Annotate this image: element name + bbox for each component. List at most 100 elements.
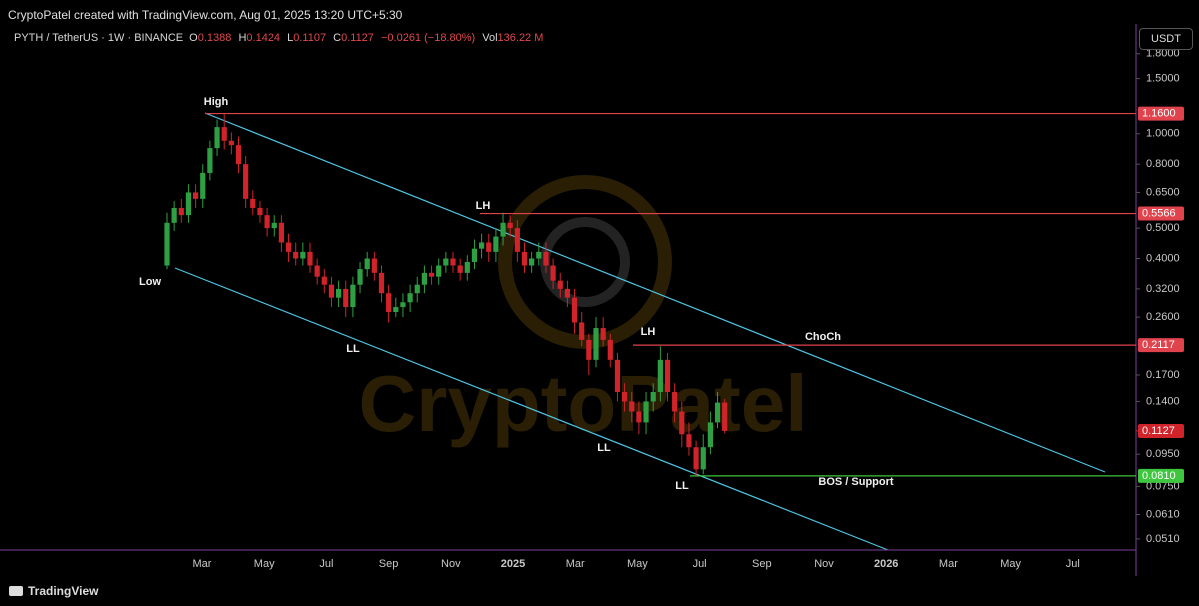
candle-body [371, 258, 377, 273]
annotation: LL [597, 442, 611, 454]
annotation: Low [139, 276, 161, 288]
x-tick-label: Nov [441, 558, 461, 570]
candle-body [328, 284, 335, 298]
x-tick-label: Mar [193, 558, 212, 570]
level-price-box [1138, 468, 1184, 483]
x-tick-label: May [254, 558, 275, 570]
y-tick-label: 0.0950 [1146, 448, 1180, 460]
candle-body [193, 192, 199, 199]
y-tick-label: 0.5000 [1146, 222, 1180, 234]
x-tick-label: 2025 [501, 558, 525, 570]
x-tick-label: May [627, 558, 648, 570]
x-tick-label: Nov [814, 558, 834, 570]
candle-body [314, 265, 320, 277]
candle-body [300, 251, 306, 259]
level-price-label: 0.0810 [1142, 470, 1176, 482]
level-price-label: 1.1600 [1142, 107, 1176, 119]
candle-body [493, 236, 499, 252]
annotation: LH [476, 200, 491, 212]
candle-body [722, 402, 728, 431]
candle-body [321, 276, 327, 285]
candle-body [579, 322, 585, 340]
last-price-label: 0.1127 [1142, 425, 1175, 437]
x-tick-label: May [1000, 558, 1021, 570]
candle-body [271, 222, 277, 229]
candle-body [657, 359, 663, 393]
candle-body [343, 288, 349, 308]
candle-body [507, 222, 513, 229]
candle-body [550, 265, 556, 281]
y-tick-label: 1.8000 [1146, 48, 1180, 60]
candle-body [464, 261, 470, 273]
currency-button[interactable]: USDT [1139, 28, 1193, 50]
annotation: High [204, 96, 229, 108]
candle-body [436, 265, 442, 277]
ohlc-key: H [238, 32, 247, 44]
candle-body [414, 284, 420, 294]
volume-key: Vol [482, 32, 498, 44]
candle-body [207, 148, 213, 173]
y-tick-label: 1.0000 [1146, 128, 1180, 140]
candle-body [171, 207, 177, 223]
y-tick-label: 0.4000 [1146, 252, 1180, 264]
candle-body [686, 434, 692, 448]
candle-body [700, 447, 706, 470]
level-price-box [1138, 106, 1184, 121]
candle-body [543, 251, 549, 266]
candle-body [664, 359, 671, 393]
candle-body [471, 248, 478, 262]
candle-body [714, 402, 721, 423]
candle-body [200, 172, 206, 199]
x-tick-label: Jul [319, 558, 333, 570]
candle-body [500, 222, 506, 237]
y-tick-label: 0.0750 [1146, 480, 1180, 492]
ohlc-value: 0.1388 [197, 32, 232, 44]
candle-body [357, 269, 363, 285]
candle-body [307, 251, 313, 266]
annotation: LL [346, 343, 360, 355]
logo [9, 586, 23, 596]
candle-body [336, 288, 342, 298]
candle-body [564, 288, 570, 298]
candle-body [257, 207, 263, 216]
candle-body [235, 145, 242, 165]
x-tick-label: Mar [939, 558, 958, 570]
candle-body [228, 140, 234, 146]
candle-body [636, 411, 642, 423]
candle-body [278, 222, 284, 243]
candle-body [571, 297, 578, 323]
annotation: BOS / Support [818, 476, 894, 488]
candle-body [393, 307, 399, 313]
ohlc-value: 0.1107 [293, 32, 327, 44]
candle-body [164, 222, 170, 266]
level-price-label: 0.5566 [1142, 207, 1176, 219]
x-tick-label: Sep [379, 558, 399, 570]
candle-body [600, 328, 606, 340]
candle-body [629, 401, 635, 412]
ohlc-key: L [287, 32, 294, 44]
volume: 136.22 M [497, 32, 544, 44]
symbol: PYTH / TetherUS · 1W · BINANCE [14, 32, 184, 44]
channel-line [204, 112, 1106, 473]
marks: 1.8000 1.5000 1.0000 0.8000 0.6500 0.5000 0.40… [139, 48, 1184, 570]
candle-body [457, 265, 463, 273]
ohlc-value: 0.1424 [246, 32, 281, 44]
candle-body [643, 401, 649, 423]
y-tick-label: 0.1400 [1146, 395, 1180, 407]
candle-body [214, 127, 220, 149]
candle-body [400, 302, 406, 308]
candle-body [421, 272, 427, 285]
candle-body [650, 392, 656, 402]
candle-body [250, 198, 256, 208]
x-tick-label: Jul [693, 558, 707, 570]
legend: PYTH / TetherUS · 1W · BINANCE O0.1388 H… [14, 32, 547, 44]
candle-body [350, 284, 356, 308]
header: CryptoPatel created with TradingView.com… [8, 8, 403, 22]
x-tick-label: Mar [566, 558, 585, 570]
change: −0.0261 (−18.80%) [380, 32, 476, 44]
y-tick-label: 0.0610 [1146, 508, 1180, 520]
y-tick-label: 1.5000 [1146, 72, 1180, 84]
candle-body [586, 339, 592, 360]
candle-body [521, 251, 528, 266]
candle-body [178, 207, 184, 216]
